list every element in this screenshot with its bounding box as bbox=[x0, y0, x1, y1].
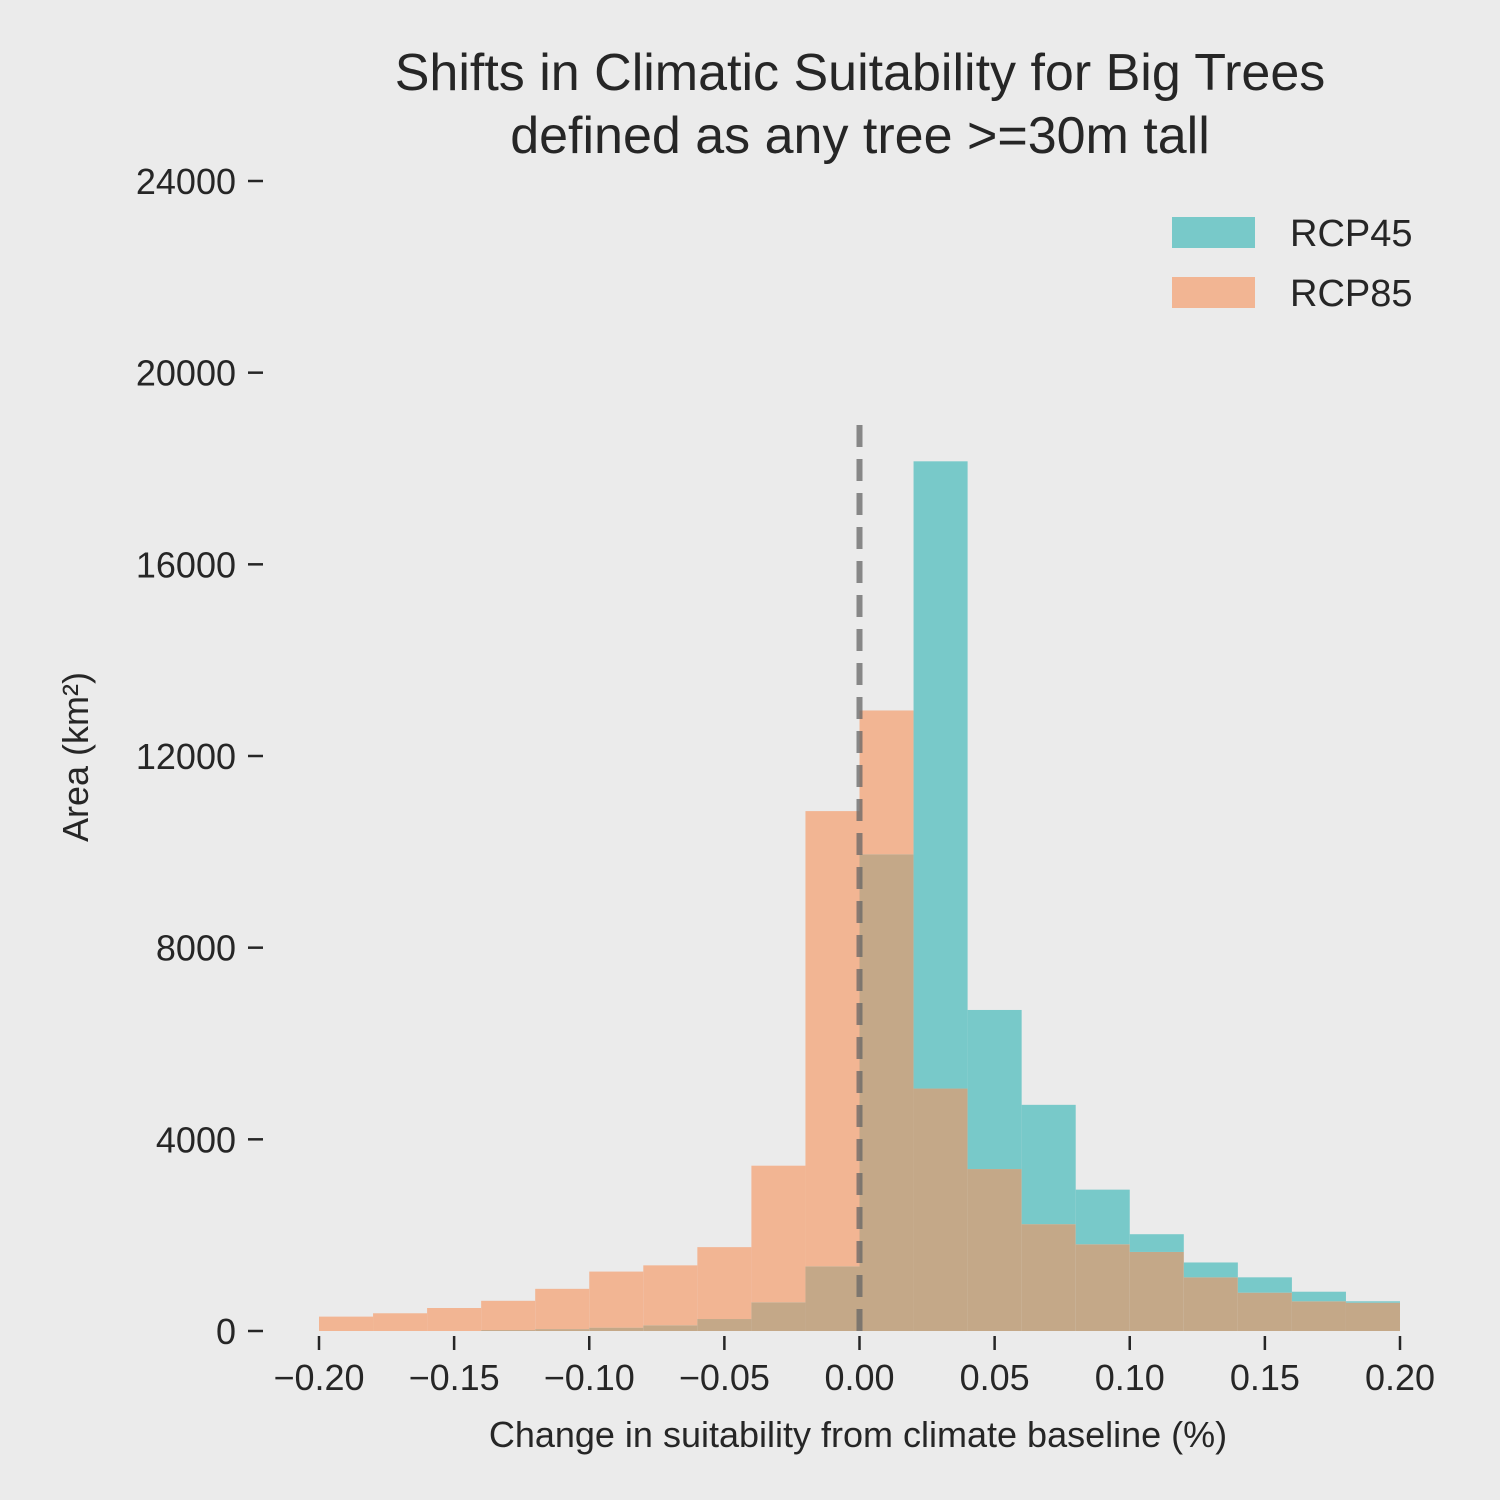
x-tick-label: −0.20 bbox=[273, 1357, 364, 1398]
y-tick-label: 24000 bbox=[136, 161, 236, 202]
bar-overlap bbox=[859, 854, 914, 1331]
bar-overlap bbox=[1183, 1277, 1238, 1331]
x-tick-label: 0.05 bbox=[960, 1357, 1030, 1398]
legend-swatch-rcp85 bbox=[1172, 277, 1255, 308]
legend-label-rcp85: RCP85 bbox=[1290, 273, 1413, 315]
bars-layer bbox=[319, 461, 1400, 1331]
y-tick-label: 16000 bbox=[136, 544, 236, 585]
bar-rcp85 bbox=[535, 1288, 590, 1330]
y-axis-label: Area (km²) bbox=[55, 672, 96, 842]
y-tick-label: 20000 bbox=[136, 353, 236, 394]
chart-title-line2: defined as any tree >=30m tall bbox=[510, 107, 1210, 165]
bar-overlap bbox=[751, 1302, 806, 1331]
bar-overlap bbox=[1345, 1302, 1400, 1331]
y-axis: 0 4000 8000 12000 16000 20000 24000 bbox=[136, 161, 263, 1352]
bar-overlap bbox=[805, 1266, 860, 1331]
bar-overlap bbox=[967, 1169, 1022, 1331]
y-tick-label: 8000 bbox=[156, 928, 236, 969]
bar-rcp85 bbox=[481, 1300, 536, 1331]
bar-rcp45 bbox=[1075, 1189, 1130, 1245]
bar-overlap bbox=[1075, 1244, 1130, 1331]
x-axis: −0.20 −0.15 −0.10 −0.05 0.00 0.05 0.10 0.15 0.20 bbox=[273, 1336, 1435, 1398]
x-tick-label: −0.10 bbox=[544, 1357, 635, 1398]
x-tick-label: 0.10 bbox=[1095, 1357, 1165, 1398]
bar-rcp85 bbox=[319, 1316, 374, 1331]
bar-rcp45 bbox=[1183, 1262, 1238, 1278]
bar-rcp85 bbox=[805, 811, 860, 1267]
bar-overlap bbox=[913, 1088, 968, 1331]
bar-overlap bbox=[643, 1325, 698, 1331]
bar-rcp45 bbox=[967, 1009, 1022, 1170]
bar-rcp85 bbox=[751, 1165, 806, 1303]
bar-rcp85 bbox=[697, 1247, 752, 1320]
legend-swatch-rcp45 bbox=[1172, 217, 1255, 248]
bar-overlap bbox=[697, 1319, 752, 1331]
bar-overlap bbox=[481, 1330, 536, 1331]
bar-rcp45 bbox=[1129, 1234, 1184, 1252]
bar-rcp45 bbox=[1345, 1301, 1400, 1303]
x-tick-label: 0.00 bbox=[824, 1357, 894, 1398]
bar-rcp45 bbox=[1021, 1104, 1076, 1225]
y-tick-label: 0 bbox=[216, 1311, 236, 1352]
y-tick-label: 12000 bbox=[136, 736, 236, 777]
y-tick-label: 4000 bbox=[156, 1119, 236, 1160]
bar-rcp45 bbox=[913, 461, 968, 1089]
x-tick-label: 0.15 bbox=[1230, 1357, 1300, 1398]
bar-rcp85 bbox=[859, 710, 914, 855]
x-axis-label: Change in suitability from climate basel… bbox=[489, 1414, 1227, 1455]
bar-overlap bbox=[1291, 1301, 1346, 1331]
x-tick-label: 0.20 bbox=[1365, 1357, 1435, 1398]
x-tick-label: −0.15 bbox=[409, 1357, 500, 1398]
bar-rcp85 bbox=[373, 1313, 428, 1331]
chart-title-line1: Shifts in Climatic Suitability for Big T… bbox=[395, 44, 1326, 102]
bar-overlap bbox=[1237, 1292, 1292, 1331]
bar-rcp85 bbox=[589, 1271, 644, 1328]
bar-overlap bbox=[1129, 1251, 1184, 1331]
x-tick-label: −0.05 bbox=[679, 1357, 770, 1398]
bar-rcp45 bbox=[1237, 1277, 1292, 1293]
bar-overlap bbox=[1021, 1224, 1076, 1331]
bar-rcp45 bbox=[1291, 1291, 1346, 1302]
bar-overlap bbox=[535, 1329, 590, 1331]
legend-label-rcp45: RCP45 bbox=[1290, 213, 1413, 255]
bar-rcp85 bbox=[643, 1265, 698, 1326]
bar-overlap bbox=[589, 1327, 644, 1331]
legend: RCP45 RCP85 bbox=[1172, 213, 1413, 315]
bar-rcp85 bbox=[427, 1308, 482, 1331]
